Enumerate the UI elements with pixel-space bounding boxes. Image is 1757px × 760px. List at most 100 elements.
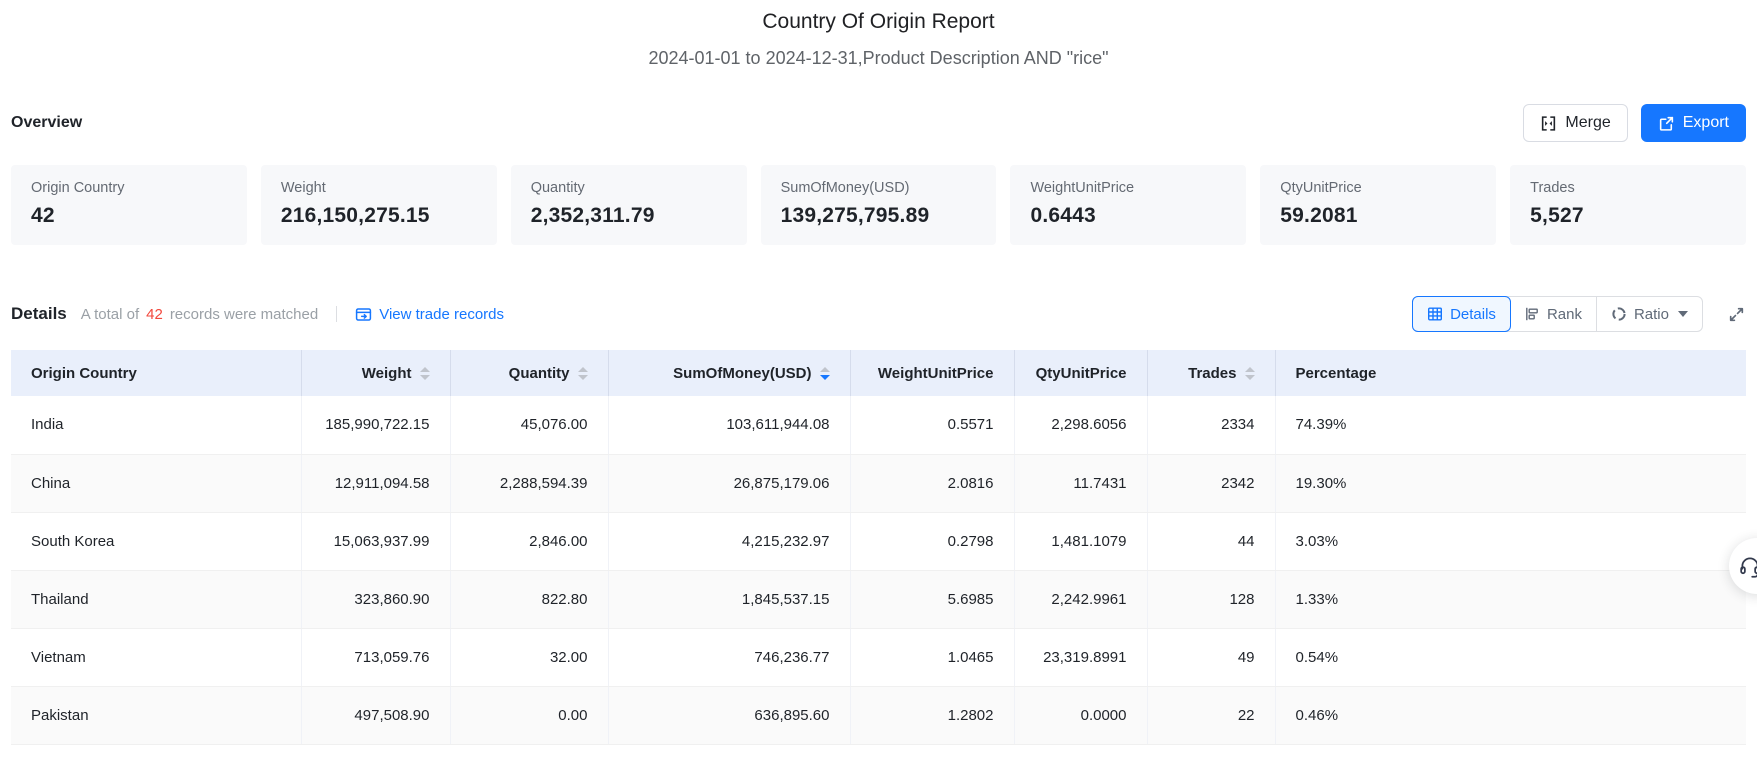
cell-weight-unit-price: 2.0816 (850, 454, 1015, 513)
details-toolbar: Details A total of 42 records were match… (0, 295, 1757, 333)
tab-details[interactable]: Details (1412, 296, 1511, 332)
column-header-weight-unit-price: WeightUnitPrice (850, 350, 1015, 396)
page-subtitle: 2024-01-01 to 2024-12-31,Product Descrip… (648, 48, 1109, 68)
export-button[interactable]: Export (1640, 104, 1746, 142)
overview-heading: Overview (11, 114, 83, 131)
column-label: Origin Country (31, 364, 137, 382)
view-trade-records-link[interactable]: View trade records (355, 306, 504, 323)
cell-weight: 323,860.90 (301, 570, 451, 629)
cell-country: Pakistan (11, 686, 302, 745)
cell-sum-of-money: 26,875,179.06 (608, 454, 851, 513)
cell-qty-unit-price: 2,298.6056 (1014, 396, 1148, 455)
merge-button[interactable]: Merge (1523, 104, 1628, 142)
cell-weight: 497,508.90 (301, 686, 451, 745)
cell-sum-of-money: 1,845,537.15 (608, 570, 851, 629)
details-view-controls: Details Rank Ratio (1412, 296, 1746, 332)
overview-cards: Origin Country 42 Weight 216,150,275.15 … (0, 165, 1757, 245)
cell-percentage: 1.33% (1275, 570, 1746, 629)
stat-card-qty-unit-price: QtyUnitPrice 59.2081 (1260, 165, 1497, 245)
sort-icon-descending-active[interactable] (819, 366, 830, 380)
stat-value: 59.2081 (1280, 204, 1358, 227)
cell-percentage: 0.54% (1275, 628, 1746, 687)
cell-sum-of-money: 746,236.77 (608, 628, 851, 687)
cell-quantity: 32.00 (450, 628, 609, 687)
table-row-thailand: Thailand 323,860.90 822.80 1,845,537.15 … (11, 570, 1746, 629)
cell-sum-of-money: 4,215,232.97 (608, 512, 851, 571)
cell-quantity: 0.00 (450, 686, 609, 745)
cell-quantity: 2,846.00 (450, 512, 609, 571)
column-label: SumOfMoney(USD) (673, 364, 812, 382)
table-row-vietnam: Vietnam 713,059.76 32.00 746,236.77 1.04… (11, 628, 1746, 687)
stat-card-trades: Trades 5,527 (1510, 165, 1747, 245)
stat-card-weight: Weight 216,150,275.15 (260, 165, 497, 245)
table-row-china: China 12,911,094.58 2,288,594.39 26,875,… (11, 454, 1746, 513)
cell-weight-unit-price: 1.0465 (850, 628, 1015, 687)
column-header-sum-of-money[interactable]: SumOfMoney(USD) (608, 350, 851, 396)
rank-bars-icon (1524, 306, 1540, 322)
cell-sum-of-money: 636,895.60 (608, 686, 851, 745)
cell-trades: 44 (1147, 512, 1276, 571)
stat-card-origin-country: Origin Country 42 (11, 165, 247, 245)
cell-weight-unit-price: 0.2798 (850, 512, 1015, 571)
column-header-percentage: Percentage (1275, 350, 1746, 396)
view-mode-group: Details Rank Ratio (1412, 296, 1703, 332)
column-header-origin-country: Origin Country (11, 350, 302, 396)
cell-weight: 15,063,937.99 (301, 512, 451, 571)
cell-percentage: 0.46% (1275, 686, 1746, 745)
stat-value: 5,527 (1530, 204, 1584, 227)
cell-weight-unit-price: 0.5571 (850, 396, 1015, 455)
sort-icon[interactable] (577, 366, 588, 380)
cell-qty-unit-price: 0.0000 (1014, 686, 1148, 745)
stat-label: Origin Country (31, 180, 125, 196)
matched-suffix: records were matched (169, 305, 319, 323)
stat-label: Trades (1530, 180, 1575, 196)
overview-actions: Merge Export (1523, 104, 1746, 142)
page-title: Country Of Origin Report (762, 10, 995, 33)
cell-weight: 185,990,722.15 (301, 396, 451, 455)
table-header-row: Origin Country Weight Quantity SumOfMone… (11, 350, 1746, 396)
column-header-quantity[interactable]: Quantity (450, 350, 609, 396)
tab-details-label: Details (1450, 305, 1496, 323)
cell-qty-unit-price: 11.7431 (1014, 454, 1148, 513)
column-header-trades[interactable]: Trades (1147, 350, 1276, 396)
vertical-divider (336, 306, 338, 322)
stat-label: Quantity (530, 180, 585, 196)
cell-weight: 12,911,094.58 (301, 454, 451, 513)
column-header-qty-unit-price: QtyUnitPrice (1014, 350, 1148, 396)
trade-records-icon (355, 306, 372, 323)
cell-qty-unit-price: 2,242.9961 (1014, 570, 1148, 629)
cell-trades: 2342 (1147, 454, 1276, 513)
sort-icon[interactable] (419, 366, 430, 380)
tab-rank[interactable]: Rank (1510, 297, 1596, 331)
sort-icon[interactable] (1244, 366, 1255, 380)
stat-card-quantity: Quantity 2,352,311.79 (510, 165, 747, 245)
column-header-weight[interactable]: Weight (301, 350, 451, 396)
stat-value: 0.6443 (1030, 204, 1096, 227)
column-label: Weight (361, 364, 412, 382)
details-table-icon (1427, 306, 1443, 322)
stat-value: 216,150,275.15 (280, 204, 430, 227)
table-row-pakistan: Pakistan 497,508.90 0.00 636,895.60 1.28… (11, 686, 1746, 745)
column-label: Quantity (508, 364, 570, 382)
stat-value: 139,275,795.89 (780, 204, 930, 227)
table-row-south-korea: South Korea 15,063,937.99 2,846.00 4,215… (11, 512, 1746, 571)
cell-country: Vietnam (11, 628, 302, 687)
cell-qty-unit-price: 1,481.1079 (1014, 512, 1148, 571)
stat-value: 2,352,311.79 (530, 204, 655, 227)
tab-ratio[interactable]: Ratio (1595, 297, 1702, 331)
cell-sum-of-money: 103,611,944.08 (608, 396, 851, 455)
cell-percentage: 19.30% (1275, 454, 1746, 513)
column-label: WeightUnitPrice (877, 364, 994, 382)
ratio-donut-icon (1611, 306, 1627, 322)
fullscreen-button[interactable] (1727, 305, 1746, 324)
cell-weight: 713,059.76 (301, 628, 451, 687)
cell-trades: 22 (1147, 686, 1276, 745)
cell-trades: 49 (1147, 628, 1276, 687)
stat-label: QtyUnitPrice (1280, 180, 1362, 196)
matched-prefix: A total of (80, 305, 140, 323)
cell-qty-unit-price: 23,319.8991 (1014, 628, 1148, 687)
column-label: QtyUnitPrice (1035, 364, 1127, 382)
cell-country: China (11, 454, 302, 513)
view-trade-records-label: View trade records (379, 305, 505, 323)
stat-label: Weight (280, 180, 326, 196)
